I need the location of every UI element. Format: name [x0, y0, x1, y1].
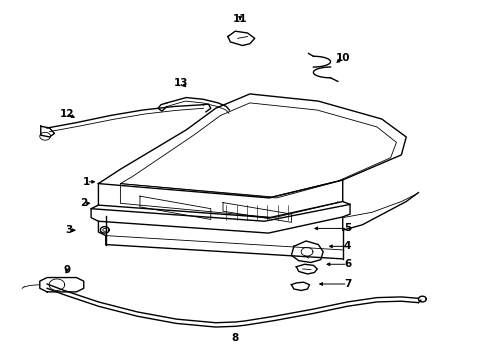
Text: 9: 9 [63, 265, 70, 275]
Text: 8: 8 [232, 333, 239, 343]
Text: 1: 1 [83, 177, 90, 187]
Text: 11: 11 [233, 14, 247, 24]
Text: 6: 6 [344, 259, 351, 269]
Text: 13: 13 [174, 78, 189, 88]
Text: 3: 3 [66, 225, 73, 235]
Text: 10: 10 [336, 53, 350, 63]
Text: 7: 7 [344, 279, 351, 289]
Text: 5: 5 [344, 224, 351, 233]
Text: 12: 12 [59, 109, 74, 119]
Text: 2: 2 [80, 198, 87, 208]
Text: 4: 4 [344, 241, 351, 251]
